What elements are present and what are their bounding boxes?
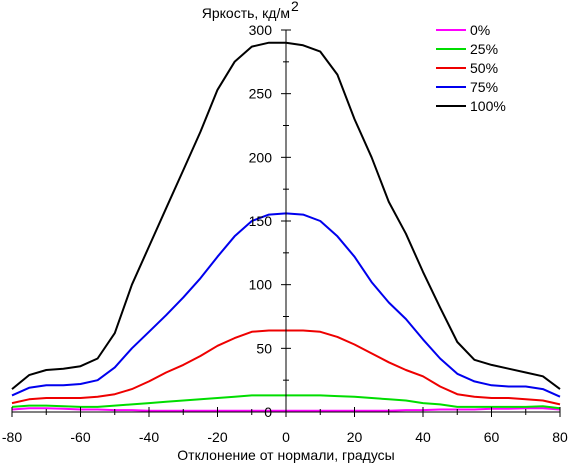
legend-label: 25%: [470, 41, 498, 57]
x-tick-label: -40: [139, 429, 159, 445]
y-tick-label: 200: [249, 149, 273, 165]
y-tick-label: 150: [249, 213, 273, 229]
legend: 0% 25% 50% 75% 100%: [436, 22, 506, 114]
legend-label: 75%: [470, 79, 498, 95]
y-tick-label: 100: [249, 277, 273, 293]
x-tick-label: -80: [2, 429, 22, 445]
y-axis-label: Яркость, кд/м: [202, 5, 290, 21]
axes: [11, 29, 561, 417]
y-tick-label: 250: [249, 86, 273, 102]
legend-label: 0%: [470, 22, 490, 38]
y-tick-label: 50: [256, 340, 272, 356]
y-tick-label: 0: [264, 404, 272, 420]
x-tick-label: 80: [552, 429, 568, 445]
x-tick-label: -60: [70, 429, 90, 445]
y-axis-label-superscript: 2: [291, 0, 299, 14]
y-axis-title: Яркость, кд/м 2: [202, 0, 299, 21]
y-tick-labels: 0 50 100 150 200 250 300: [249, 22, 273, 420]
x-tick-label: -20: [207, 429, 227, 445]
x-tick-labels: -80 -60 -40 -20 0 20 40 60 80: [2, 429, 568, 445]
x-tick-label: 0: [282, 429, 290, 445]
x-tick-label: 40: [415, 429, 431, 445]
legend-label: 50%: [470, 60, 498, 76]
x-tick-label: 60: [484, 429, 500, 445]
x-tick-label: 20: [347, 429, 363, 445]
legend-label: 100%: [470, 98, 506, 114]
y-tick-label: 300: [249, 22, 273, 38]
x-axis-label: Отклонение от нормали, градусы: [177, 447, 394, 463]
